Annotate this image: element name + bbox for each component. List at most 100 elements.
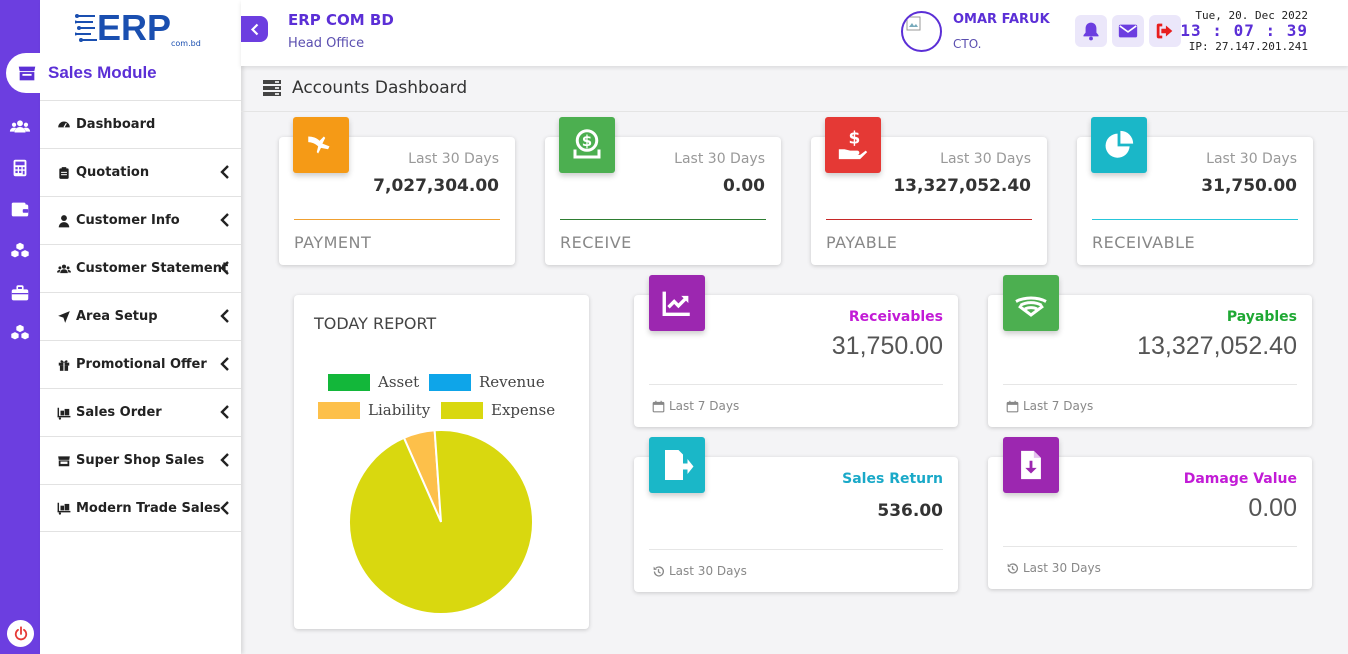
erp-logo[interactable]: ERP com.bd — [74, 6, 205, 48]
legend-item[interactable]: Revenue — [429, 373, 545, 391]
sales-module-tab[interactable]: Sales Module — [6, 53, 240, 93]
pie-chart[interactable] — [294, 295, 589, 629]
legend-swatch — [328, 373, 370, 391]
cubes-icon[interactable] — [9, 240, 31, 262]
stat-card-receive[interactable]: $ Last 30 Days 0.00 RECEIVE — [545, 117, 781, 265]
legend-item[interactable]: Asset — [328, 373, 419, 391]
metric-card-payables[interactable]: Payables 13,327,052.40 Last 7 Days — [988, 275, 1312, 427]
broken-image-icon — [906, 16, 921, 31]
metric-label: Receivables — [848, 309, 943, 325]
chevron-left-icon — [220, 309, 229, 323]
dolly-icon — [56, 500, 72, 516]
logout-button[interactable] — [1149, 15, 1181, 47]
wifi-icon — [1003, 275, 1059, 331]
sidebar-item-area-setup[interactable]: Area Setup — [40, 292, 241, 340]
metric-value: 31,750.00 — [831, 332, 943, 360]
stat-card-payable[interactable]: $ Last 30 Days 13,327,052.40 PAYABLE — [811, 117, 1047, 265]
divider — [294, 219, 500, 220]
wallet-icon[interactable] — [9, 199, 31, 221]
avatar[interactable] — [901, 11, 942, 52]
legend-swatch — [318, 401, 360, 419]
metric-footer-text: Last 30 Days — [669, 564, 747, 578]
metric-card-sales-return[interactable]: Sales Return 536.00 Last 30 Days — [634, 437, 958, 592]
today-report-card: TODAY REPORT Asset Revenue Liability Exp… — [294, 295, 589, 629]
side-menu: ERP com.bd Sales Module Dashboard Quotat… — [6, 0, 241, 654]
location-arrow-icon — [56, 309, 72, 325]
metric-label: Payables — [1226, 309, 1297, 325]
user-name[interactable]: OMAR FARUK — [953, 12, 1050, 27]
sidebar-item-label: Area Setup — [76, 309, 158, 324]
stat-label: RECEIVE — [560, 233, 632, 252]
stat-period: Last 30 Days — [408, 151, 499, 167]
sidebar-item-modern-trade-sales[interactable]: Modern Trade Sales — [40, 484, 241, 532]
legend-item[interactable]: Liability — [318, 401, 430, 419]
store-icon — [14, 60, 40, 86]
sidebar-item-sales-order[interactable]: Sales Order — [40, 388, 241, 436]
legend-label: Liability — [368, 401, 431, 419]
stat-period: Last 30 Days — [940, 151, 1031, 167]
user-role: CTO. — [953, 37, 982, 51]
file-download-icon — [1003, 437, 1059, 493]
pie-slice-expense[interactable] — [348, 429, 534, 615]
power-button[interactable] — [7, 620, 34, 647]
notifications-button[interactable] — [1075, 15, 1107, 47]
sidebar-item-super-shop-sales[interactable]: Super Shop Sales — [40, 436, 241, 484]
chevron-left-icon — [220, 261, 229, 275]
sidebar-item-quotation[interactable]: Quotation — [40, 148, 241, 196]
sidebar-item-label: Sales Order — [76, 405, 162, 420]
sidebar-menu: Dashboard Quotation Customer Info Custom… — [40, 100, 241, 532]
stat-card-receivable[interactable]: Last 30 Days 31,750.00 RECEIVABLE — [1077, 117, 1313, 265]
sidebar-collapse-button[interactable] — [241, 16, 268, 42]
sidebar-item-customer-statement[interactable]: Customer Statement — [40, 244, 241, 292]
divider — [1003, 384, 1297, 385]
metric-footer-text: Last 30 Days — [1023, 561, 1101, 575]
sidebar-item-dashboard[interactable]: Dashboard — [40, 100, 241, 148]
users-icon — [56, 261, 72, 277]
cubes-icon[interactable] — [9, 322, 31, 344]
chevron-left-icon — [220, 405, 229, 419]
metric-footer-text: Last 7 Days — [1023, 399, 1094, 413]
sidebar-item-label: Modern Trade Sales — [76, 500, 221, 516]
metric-card-receivables[interactable]: Receivables 31,750.00 Last 7 Days — [634, 275, 958, 427]
stat-value: 0.00 — [723, 176, 765, 196]
page-title-bar: Accounts Dashboard — [241, 66, 1348, 112]
envelope-icon — [1118, 24, 1138, 38]
top-header: ERP COM BD Head Office OMAR FARUK CTO. T… — [241, 0, 1348, 66]
chevron-left-icon — [220, 501, 229, 515]
metric-footer-text: Last 7 Days — [669, 399, 740, 413]
page-title: Accounts Dashboard — [292, 78, 468, 98]
sidebar-item-customer-info[interactable]: Customer Info — [40, 196, 241, 244]
legend-swatch — [441, 401, 483, 419]
stat-period: Last 30 Days — [1206, 151, 1297, 167]
metric-label: Damage Value — [1183, 471, 1297, 487]
metric-value: 536.00 — [877, 501, 943, 521]
divider — [649, 549, 943, 550]
chevron-left-icon — [250, 23, 258, 35]
company-name: ERP COM BD — [288, 11, 394, 29]
svg-text:$: $ — [848, 129, 860, 149]
briefcase-icon[interactable] — [9, 282, 31, 304]
dolly-icon — [56, 405, 72, 421]
divider — [826, 219, 1032, 220]
module-label: Sales Module — [48, 63, 157, 82]
stat-period: Last 30 Days — [674, 151, 765, 167]
metric-card-damage-value[interactable]: Damage Value 0.00 Last 30 Days — [988, 437, 1312, 589]
legend-item[interactable]: Expense — [441, 401, 555, 419]
divider — [1092, 219, 1298, 220]
chevron-left-icon — [220, 213, 229, 227]
server-icon — [263, 80, 281, 96]
calendar-icon — [652, 400, 665, 412]
stat-label: PAYABLE — [826, 233, 898, 252]
current-date: Tue, 20. Dec 2022 — [1195, 9, 1308, 22]
legend-label: Asset — [378, 373, 420, 391]
calculator-icon[interactable] — [9, 157, 31, 179]
stat-card-payment[interactable]: Last 30 Days 7,027,304.00 PAYMENT — [279, 117, 515, 265]
messages-button[interactable] — [1112, 15, 1144, 47]
pie-chart-icon — [1091, 117, 1147, 173]
stat-label: RECEIVABLE — [1092, 233, 1196, 252]
sidebar-item-label: Quotation — [76, 165, 150, 180]
sidebar-item-label: Super Shop Sales — [76, 453, 205, 468]
sidebar-item-promotional-offer[interactable]: Promotional Offer — [40, 340, 241, 388]
users-icon[interactable] — [9, 116, 31, 138]
chart-line-icon — [649, 275, 705, 331]
